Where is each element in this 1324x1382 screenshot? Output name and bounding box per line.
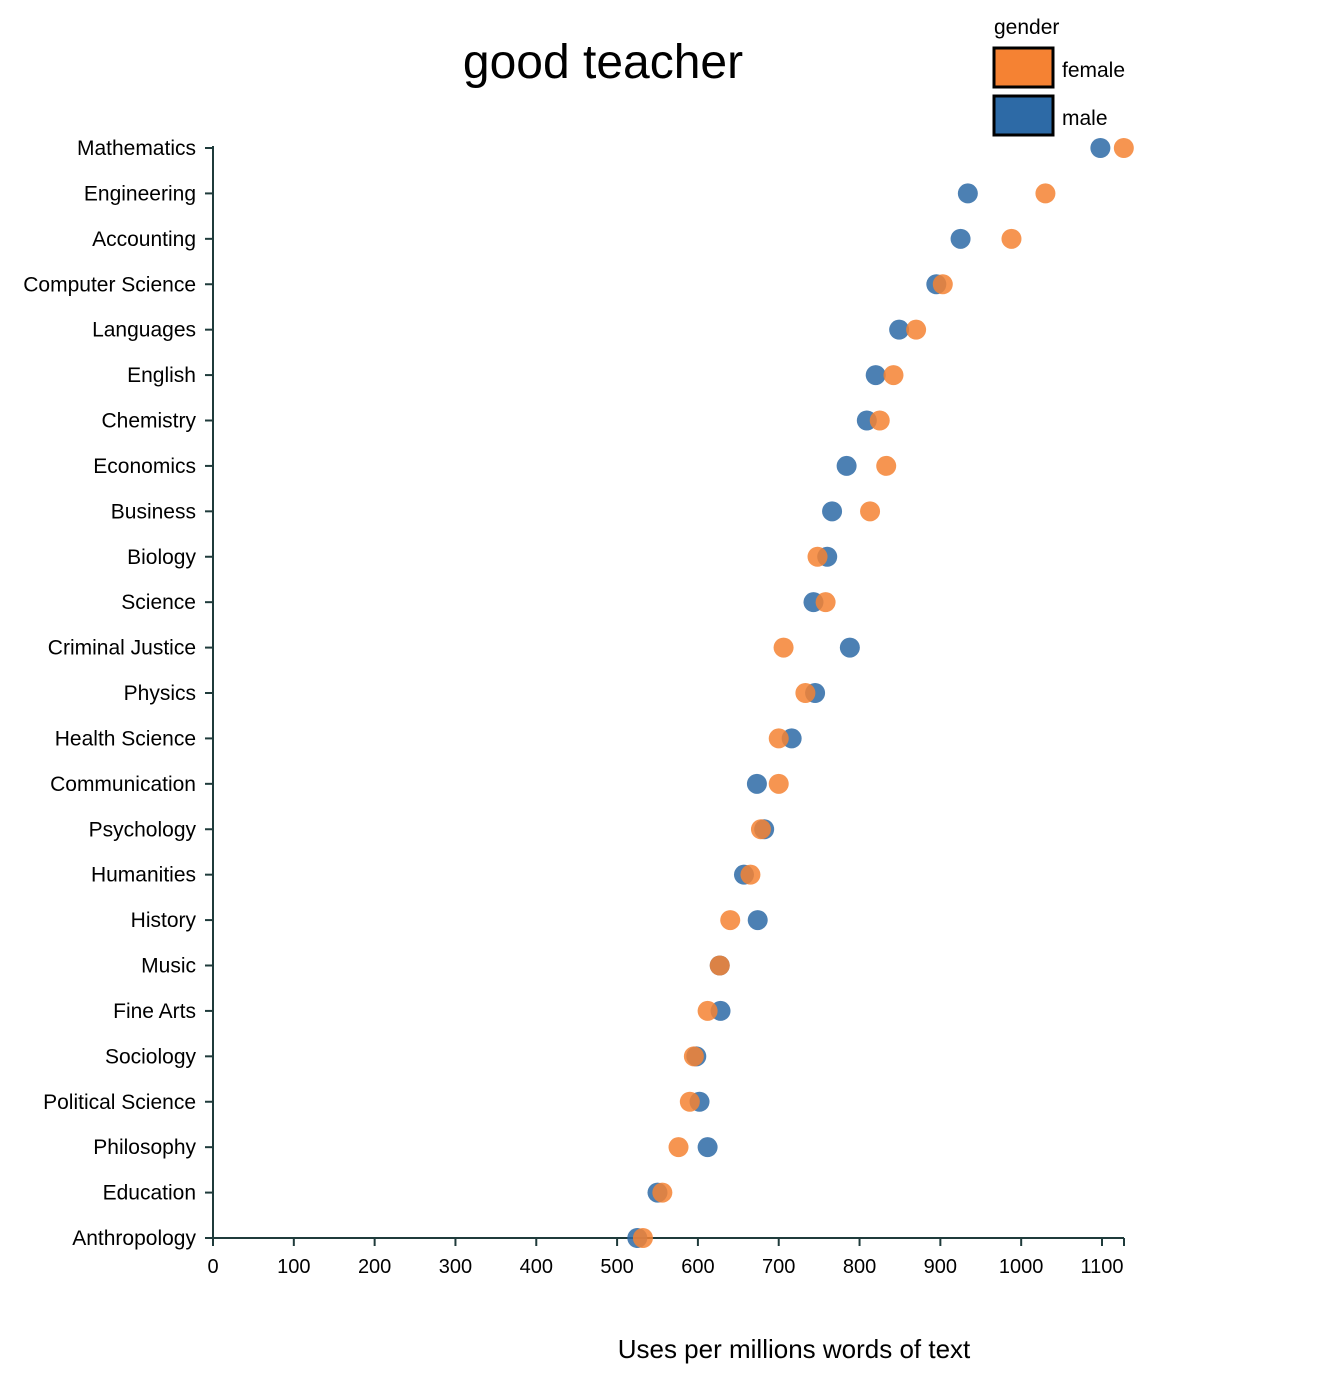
point-female [750,819,771,840]
point-female [720,910,741,931]
point-male [1090,138,1111,158]
x-tick-label: 600 [681,1256,714,1278]
point-female [683,1046,704,1067]
point-female [773,637,794,658]
y-tick-label: Anthropology [72,1227,196,1250]
chart-title: good teacher [463,36,743,89]
x-tick-label: 1100 [1080,1256,1123,1278]
point-female [815,592,836,613]
y-tick-label: Political Science [43,1091,196,1114]
x-tick-label: 900 [924,1256,957,1278]
y-tick-label: Mathematics [77,137,196,160]
point-female [1001,228,1022,249]
x-tick-label: 300 [439,1256,472,1278]
point-male [889,319,910,340]
y-tick-label: Music [141,955,196,978]
y-tick-label: Education [103,1182,196,1205]
point-female [876,455,897,476]
y-tick-label: Science [121,591,196,614]
y-tick-label: Accounting [92,228,196,251]
point-female [1035,183,1056,204]
point-female [697,1000,718,1021]
point-male [747,910,768,931]
point-female [795,683,816,703]
point-female [709,955,730,976]
x-tick-label: 100 [277,1256,310,1278]
y-tick-label: Philosophy [93,1136,196,1159]
y-tick-label: Business [111,500,196,523]
point-female [679,1091,700,1112]
legend: gender female male [992,16,1125,137]
y-tick-label: Biology [127,546,196,569]
y-tick-label: Health Science [55,727,196,750]
point-male [836,455,857,476]
point-female [768,773,789,794]
y-tick-label: Criminal Justice [48,637,196,660]
point-female [869,410,890,431]
y-tick-label: Physics [124,682,196,705]
x-tick-label: 800 [843,1256,876,1278]
point-female [906,319,927,340]
point-male [697,1137,718,1158]
point-male [839,637,860,658]
legend-label-male: male [1062,107,1108,130]
point-female [652,1182,673,1203]
y-tick-label: Languages [92,319,196,342]
point-female [632,1228,653,1248]
y-tick-label: Fine Arts [113,1000,196,1023]
y-tick-label: Chemistry [101,410,196,433]
axes: Mathematics Engineering Accounting Computer… [23,137,1125,1278]
y-tick-label: Engineering [84,182,196,205]
y-tick-label: Humanities [91,864,196,887]
x-tick-label: 200 [358,1256,391,1278]
point-male [957,183,978,204]
x-tick-label: 1000 [999,1256,1044,1278]
point-female [768,728,789,749]
point-female [883,365,904,386]
point-female [860,501,881,522]
x-tick-label: 0 [207,1256,218,1278]
point-male [746,773,767,794]
legend-title: gender [994,16,1059,39]
marks [627,138,1134,1248]
point-male [865,365,886,386]
point-female [668,1137,689,1158]
point-male [822,501,843,522]
point-female [932,274,953,295]
y-tick-label: Communication [50,773,196,796]
x-tick-label: 400 [520,1256,553,1278]
y-tick-label: Psychology [89,818,197,841]
point-female [740,864,761,885]
y-tick-label: Computer Science [23,273,196,296]
legend-swatch-male [992,94,1055,137]
legend-label-female: female [1062,59,1125,82]
y-tick-label: Sociology [105,1045,197,1068]
x-tick-label: 700 [762,1256,795,1278]
y-tick-label: English [127,364,196,387]
y-tick-label: History [131,909,197,932]
y-tick-label: Economics [93,455,196,478]
legend-swatch-female [992,46,1055,89]
x-tick-label: 500 [600,1256,633,1278]
x-axis-label: Uses per millions words of text [618,1334,971,1364]
point-female [1113,138,1134,158]
point-female [807,546,828,567]
point-male [950,228,971,249]
